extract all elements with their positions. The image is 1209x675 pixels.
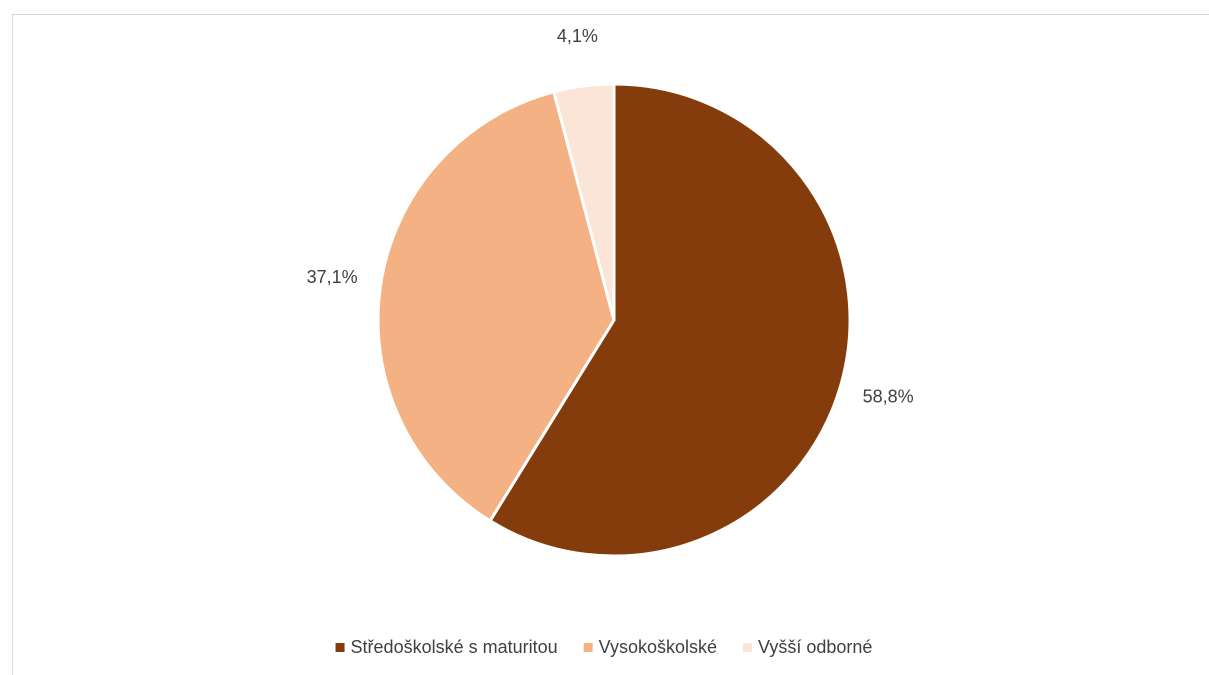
legend-label: Středoškolské s maturitou <box>351 637 558 657</box>
legend-swatch <box>335 643 345 652</box>
legend-label: Vysokoškolské <box>599 637 717 657</box>
pie-slice <box>552 82 616 321</box>
legend-swatch <box>583 643 593 652</box>
chart-border <box>12 14 1209 675</box>
pie-slice <box>376 89 616 523</box>
data-label: 37,1% <box>307 267 358 287</box>
data-label: 58,8% <box>863 387 914 407</box>
legend-label: Vyšší odborné <box>758 637 872 657</box>
pie-slice <box>487 82 852 558</box>
data-label: 4,1% <box>557 26 598 46</box>
legend-swatch <box>743 643 753 652</box>
